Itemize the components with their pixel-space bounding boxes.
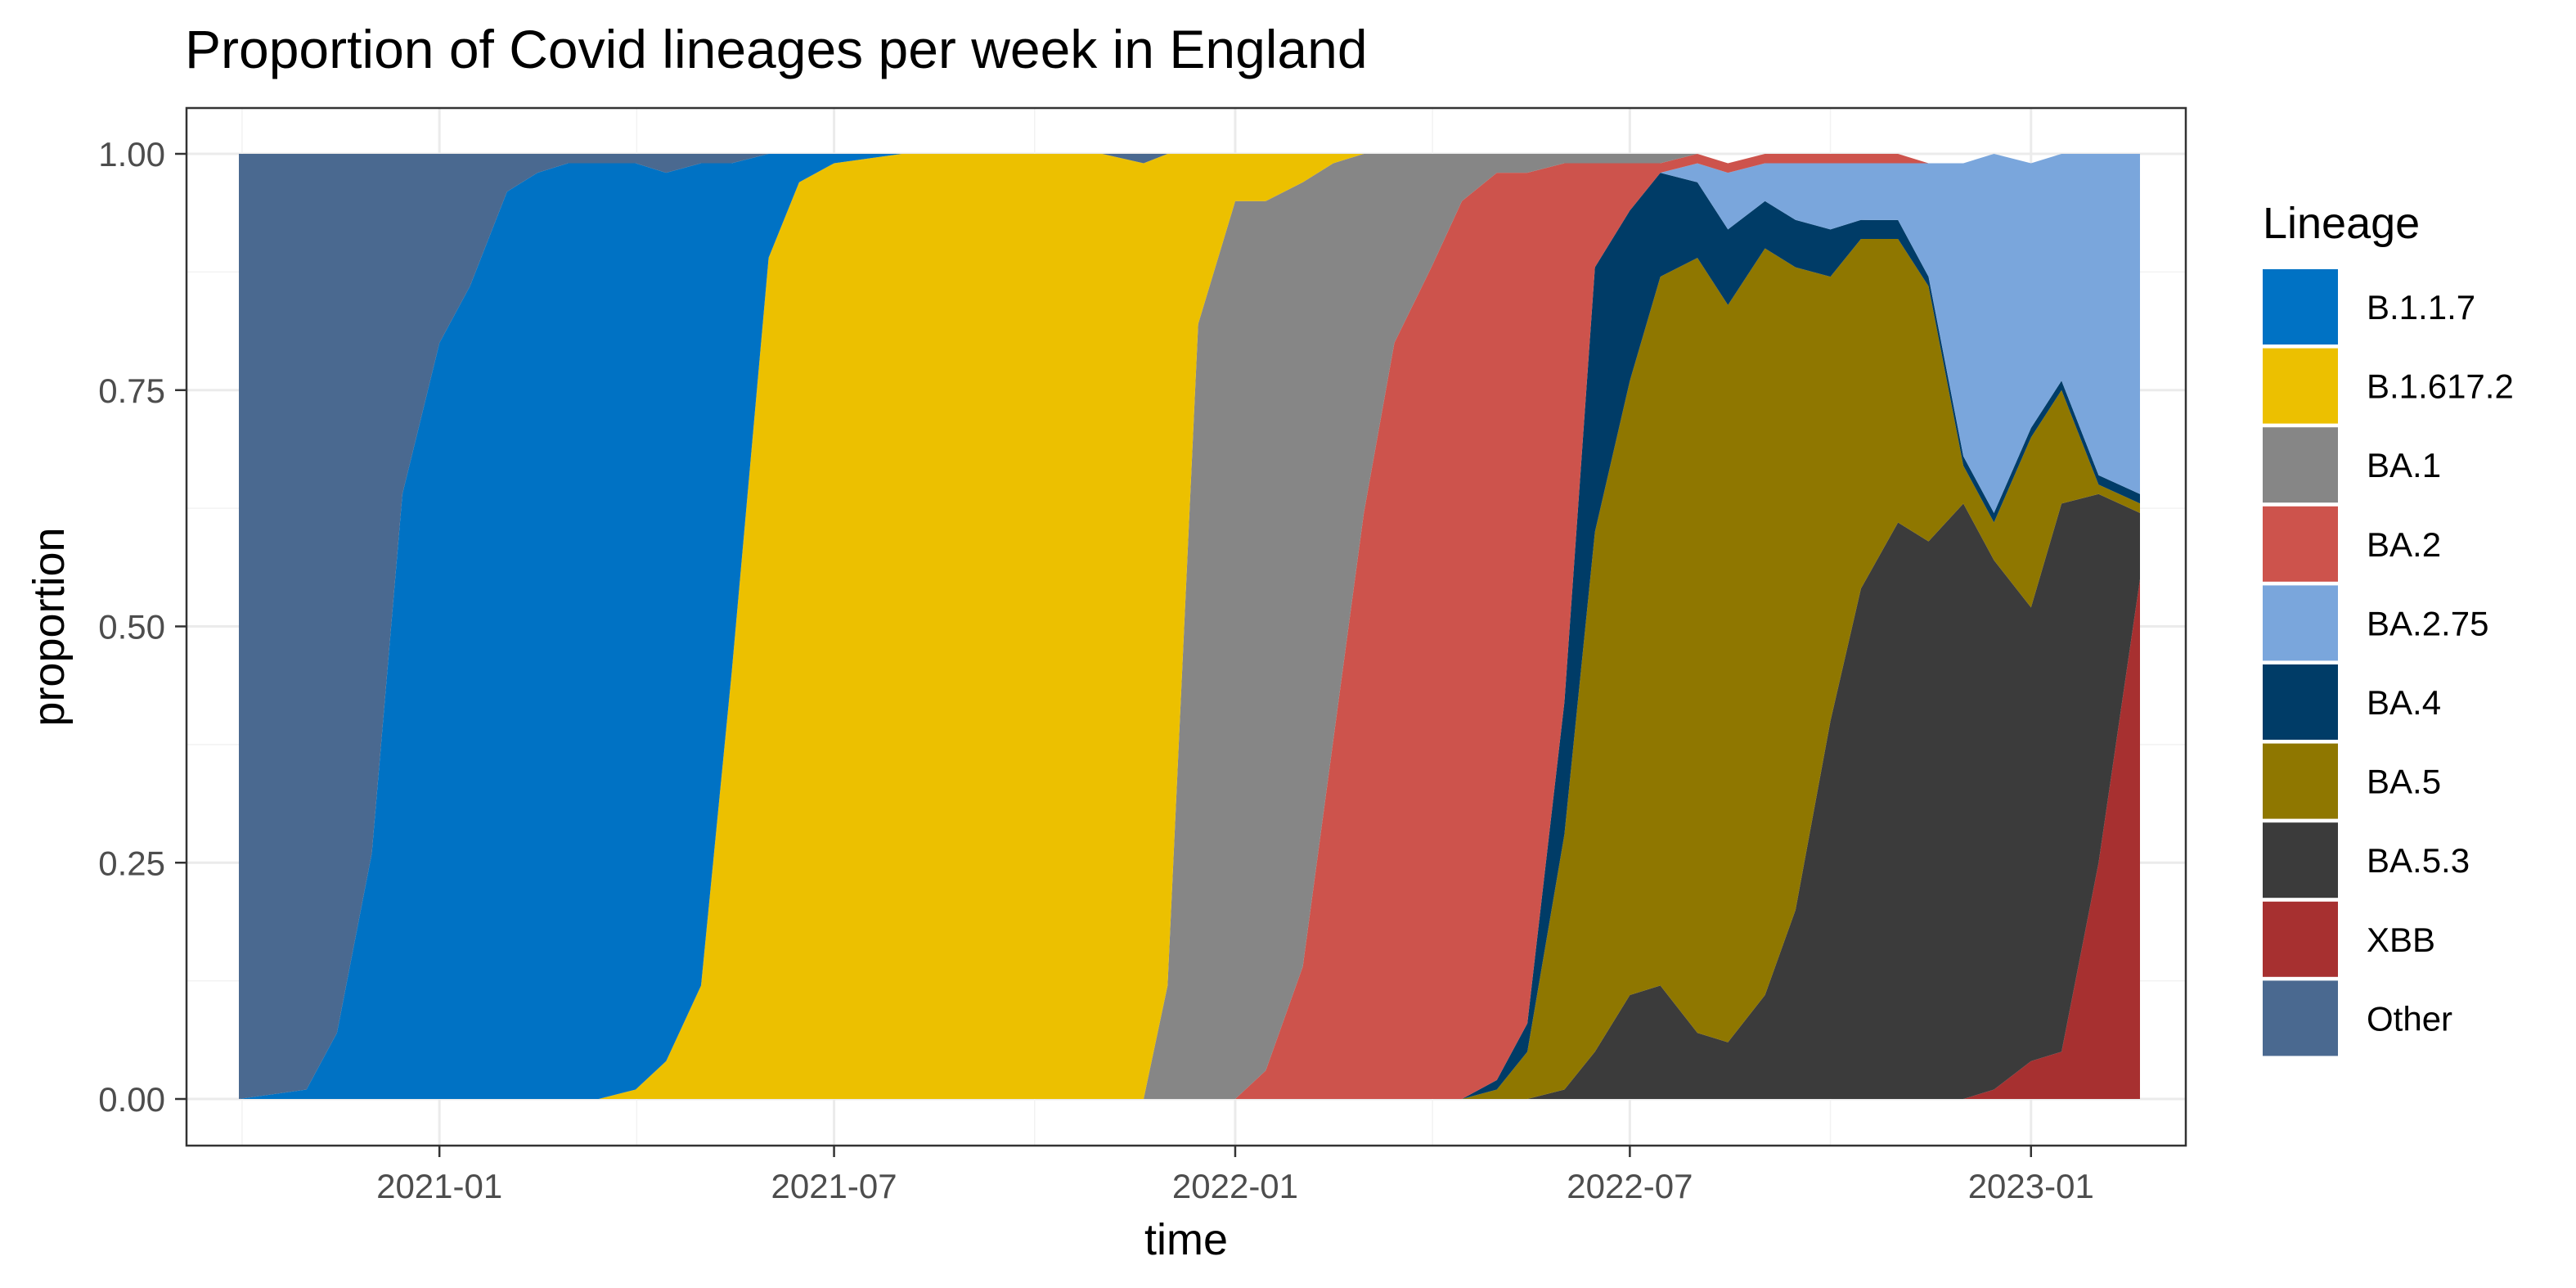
legend-label: BA.2	[2367, 525, 2441, 564]
legend-key	[2263, 269, 2338, 345]
legend-key	[2263, 901, 2338, 977]
y-tick-label: 1.00	[98, 135, 165, 173]
area-ba-5-3	[239, 493, 2140, 1099]
area-ba-2-75	[239, 154, 2140, 1099]
legend-label: BA.2.75	[2367, 604, 2488, 642]
legend-key	[2263, 585, 2338, 661]
x-tick-label: 2022-01	[1172, 1167, 1298, 1205]
area-b-1-1-7	[239, 154, 2140, 1099]
area-ba-5	[239, 239, 2140, 1099]
x-tick-label: 2023-01	[1968, 1167, 2094, 1205]
legend-key	[2263, 743, 2338, 819]
x-tick-label: 2021-07	[771, 1167, 897, 1205]
y-tick-label: 0.75	[98, 372, 165, 410]
legend-key	[2263, 664, 2338, 740]
legend-label: BA.1	[2367, 446, 2441, 484]
legend-title: Lineage	[2263, 199, 2420, 248]
legend-key	[2263, 348, 2338, 424]
x-axis: 2021-01 2021-07 2022-01 2022-07 2023-01	[376, 1146, 2094, 1205]
area-other	[239, 154, 2140, 1099]
legend-key	[2263, 427, 2338, 503]
legend-key	[2263, 506, 2338, 582]
legend-key	[2263, 980, 2338, 1056]
area-b-1-617-2	[239, 154, 2140, 1099]
legend-label: B.1.1.7	[2367, 288, 2475, 327]
legend-key	[2263, 822, 2338, 898]
legend-label: BA.5.3	[2367, 841, 2470, 880]
legend-label: BA.5	[2367, 763, 2441, 801]
y-tick-label: 0.00	[98, 1080, 165, 1119]
legend-label: BA.4	[2367, 683, 2441, 722]
stacked-areas	[239, 154, 2140, 1100]
x-axis-title: time	[1144, 1215, 1228, 1264]
legend: Lineage B.1.1.7 B.1.617.2 BA.1 BA.2 BA.2.75 B…	[2263, 199, 2514, 1056]
legend-label: B.1.617.2	[2367, 367, 2514, 406]
legend-label: Other	[2367, 999, 2452, 1038]
y-tick-label: 0.25	[98, 844, 165, 882]
area-ba-1	[239, 154, 2140, 1099]
y-tick-label: 0.50	[98, 608, 165, 646]
legend-label: XBB	[2367, 921, 2435, 959]
x-tick-label: 2022-07	[1567, 1167, 1693, 1205]
chart-title: Proportion of Covid lineages per week in…	[185, 19, 1368, 79]
y-axis: 0.00 0.25 0.50 0.75 1.00	[98, 135, 187, 1119]
plot-panel	[185, 106, 2187, 1147]
x-tick-label: 2021-01	[376, 1167, 502, 1205]
y-axis-title: proportion	[25, 527, 74, 726]
